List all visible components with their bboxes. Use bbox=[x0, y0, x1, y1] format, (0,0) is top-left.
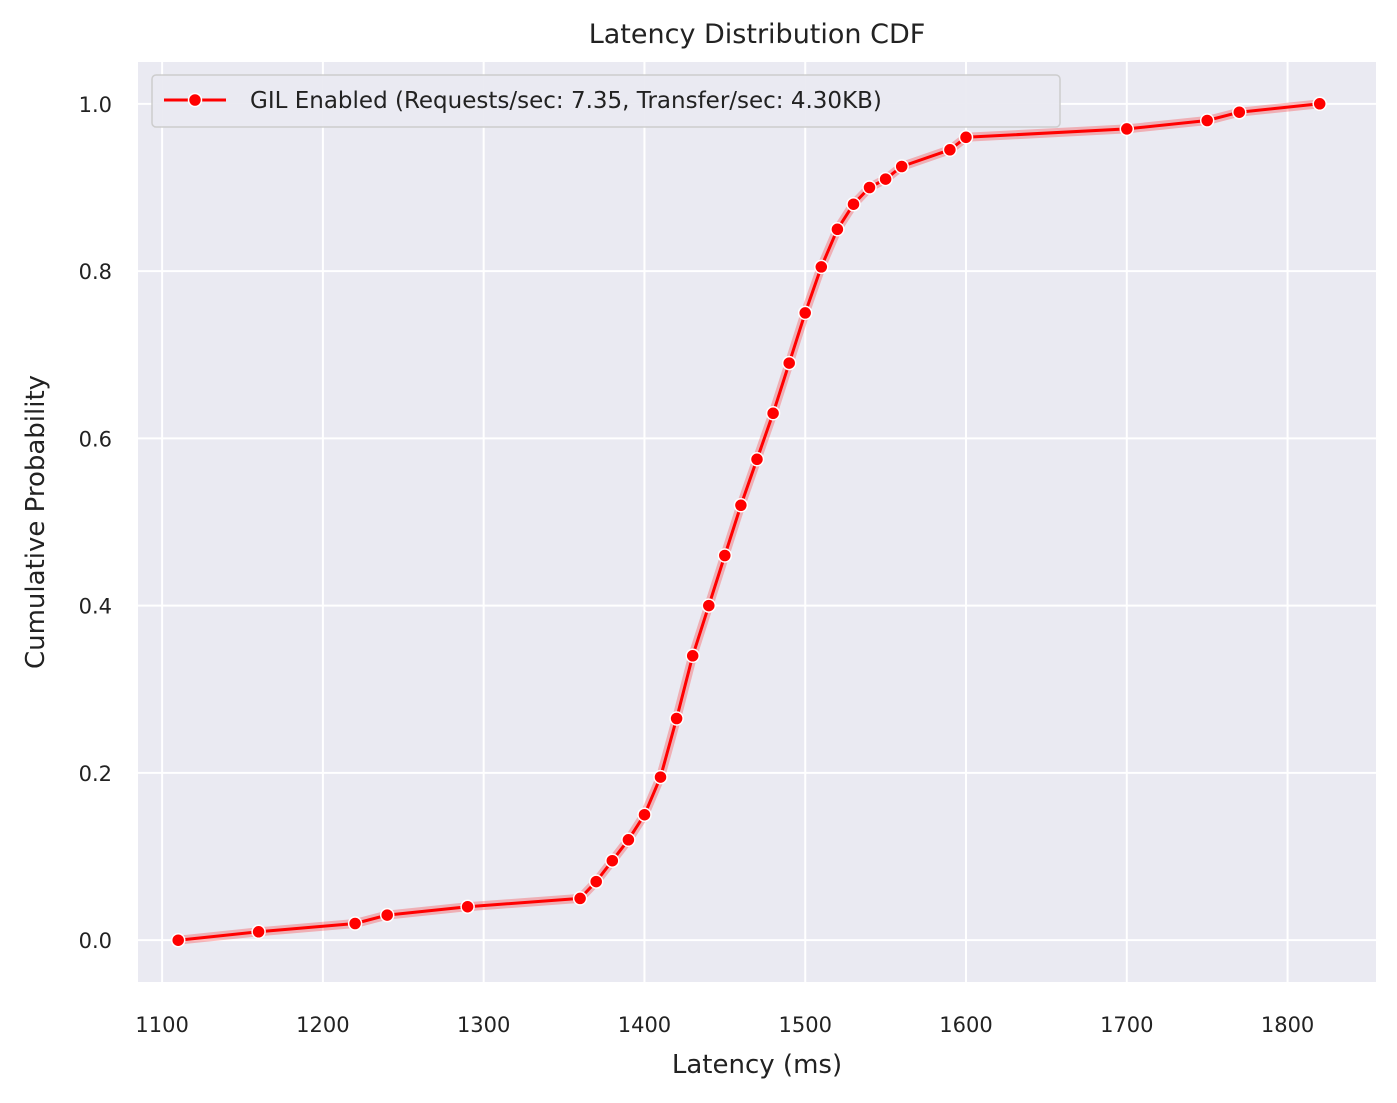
legend-label: GIL Enabled (Requests/sec: 7.35, Transfe… bbox=[250, 88, 882, 114]
x-tick-label: 1800 bbox=[1261, 1013, 1314, 1037]
y-axis-label: Cumulative Probability bbox=[21, 375, 51, 669]
data-point bbox=[669, 711, 684, 726]
data-point bbox=[797, 305, 813, 321]
data-point bbox=[701, 598, 717, 613]
x-tick-label: 1600 bbox=[939, 1013, 992, 1037]
data-point bbox=[251, 924, 266, 940]
x-tick-label: 1400 bbox=[618, 1013, 671, 1037]
y-tick-label: 0.0 bbox=[79, 929, 112, 953]
data-point bbox=[653, 769, 668, 785]
data-point bbox=[942, 142, 958, 158]
data-point bbox=[605, 853, 620, 868]
data-point bbox=[1199, 113, 1215, 128]
plot-background bbox=[138, 62, 1376, 982]
data-point bbox=[572, 891, 588, 906]
data-point bbox=[347, 916, 363, 931]
data-point bbox=[460, 899, 475, 914]
data-point bbox=[170, 932, 186, 948]
data-point bbox=[621, 832, 636, 848]
data-point bbox=[749, 452, 765, 467]
data-point bbox=[846, 196, 861, 212]
data-point bbox=[765, 406, 781, 421]
data-point bbox=[1232, 104, 1247, 120]
y-tick-label: 0.8 bbox=[79, 260, 112, 284]
y-tick-label: 0.6 bbox=[79, 427, 112, 451]
data-point bbox=[717, 548, 733, 563]
series-markers bbox=[170, 96, 1327, 948]
data-point bbox=[830, 222, 845, 237]
data-point bbox=[958, 130, 974, 145]
x-tick-label: 1200 bbox=[296, 1013, 349, 1037]
data-point bbox=[781, 355, 797, 371]
data-point bbox=[1119, 121, 1135, 137]
x-tick-label: 1100 bbox=[135, 1013, 188, 1037]
chart-title: Latency Distribution CDF bbox=[589, 19, 926, 50]
data-point bbox=[862, 180, 877, 195]
legend-box bbox=[151, 74, 1061, 128]
data-point bbox=[379, 907, 395, 923]
data-point bbox=[637, 807, 652, 822]
legend-marker-swatch bbox=[187, 92, 203, 108]
x-axis-label: Latency (ms) bbox=[672, 1050, 842, 1080]
y-tick-label: 0.4 bbox=[79, 595, 112, 619]
x-tick-label: 1700 bbox=[1100, 1013, 1153, 1037]
data-point bbox=[733, 498, 749, 513]
y-tick-label: 0.2 bbox=[79, 762, 112, 786]
x-tick-label: 1500 bbox=[779, 1013, 832, 1037]
tick-labels: 1100 1200 1300 1400 1500 1600 1700 1800 0.0 0.2 0.… bbox=[79, 93, 1315, 1037]
data-point bbox=[1312, 96, 1327, 112]
legend: GIL Enabled (Requests/sec: 7.35, Transfe… bbox=[151, 74, 1061, 128]
data-point bbox=[878, 171, 893, 187]
data-point bbox=[814, 259, 829, 275]
y-tick-label: 1.0 bbox=[79, 93, 112, 117]
data-point bbox=[588, 874, 604, 889]
data-point bbox=[685, 648, 700, 664]
x-tick-label: 1300 bbox=[457, 1013, 510, 1037]
data-point bbox=[894, 159, 909, 174]
